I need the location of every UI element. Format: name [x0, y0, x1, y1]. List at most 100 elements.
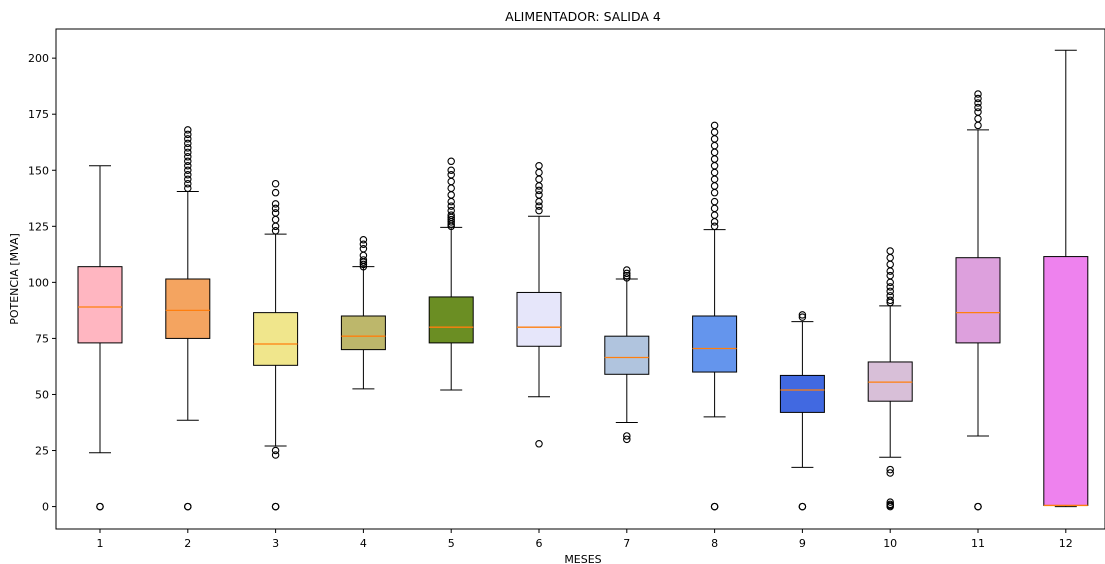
outlier-point — [710, 502, 719, 511]
outlier-point — [886, 498, 894, 506]
outlier-point — [271, 209, 280, 217]
outlier-point — [447, 202, 455, 210]
outlier-point — [623, 271, 631, 280]
outlier-point — [886, 469, 894, 477]
outlier-point — [974, 121, 982, 130]
x-tick-label: 6 — [536, 537, 543, 550]
outlier-point — [710, 211, 719, 219]
x-tick-label: 9 — [799, 537, 806, 550]
y-tick-label: 200 — [28, 52, 49, 65]
x-tick-label: 3 — [272, 537, 279, 550]
outlier-point — [710, 148, 719, 157]
outlier-point — [886, 271, 894, 280]
box-month-8 — [692, 315, 738, 373]
outlier-point — [535, 186, 543, 195]
box-month-1 — [77, 266, 123, 344]
outlier-point — [623, 435, 631, 444]
outlier-point — [184, 175, 192, 183]
outlier-point — [535, 168, 543, 177]
y-tick-label: 150 — [28, 164, 49, 177]
outlier-point — [184, 148, 192, 157]
x-tick-label: 7 — [623, 537, 630, 550]
outlier-point — [271, 502, 280, 511]
outlier-point — [359, 236, 368, 244]
y-tick-label: 100 — [28, 276, 49, 289]
outlier-point — [271, 200, 280, 208]
outlier-point — [447, 184, 455, 192]
outlier-point — [535, 182, 543, 190]
x-tick-label: 2 — [184, 537, 191, 550]
outlier-point — [447, 215, 455, 224]
outlier-point — [447, 177, 455, 186]
outlier-point — [623, 274, 631, 282]
x-tick-label: 10 — [883, 537, 897, 550]
x-tick-label: 8 — [711, 537, 718, 550]
outlier-point — [271, 446, 280, 455]
outlier-point — [623, 432, 631, 440]
outlier-point — [359, 244, 368, 253]
x-tick-label: 1 — [97, 537, 104, 550]
outlier-point — [184, 179, 192, 188]
x-axis-title: MESES — [564, 553, 601, 564]
outlier-point — [886, 292, 894, 300]
outlier-point — [710, 168, 719, 177]
outlier-point — [886, 267, 894, 275]
outlier-point — [886, 287, 894, 296]
x-tick-label: 11 — [971, 537, 985, 550]
outlier-point — [535, 202, 543, 210]
outlier-point — [271, 188, 280, 197]
y-tick-label: 75 — [35, 332, 49, 345]
outlier-point — [710, 182, 719, 190]
box-month-3 — [253, 312, 299, 366]
box-month-12 — [1043, 256, 1089, 506]
outlier-point — [447, 170, 455, 179]
outlier-point — [271, 227, 280, 235]
outlier-point — [798, 313, 807, 321]
outlier-point — [886, 296, 894, 305]
y-tick-label: 175 — [28, 108, 49, 121]
outlier-point — [271, 215, 280, 224]
outlier-point — [886, 253, 894, 262]
y-tick-label: 50 — [35, 388, 49, 401]
outlier-point — [447, 211, 455, 219]
outlier-point — [974, 90, 982, 98]
outlier-point — [798, 502, 807, 511]
outlier-point — [974, 94, 982, 103]
outlier-point — [535, 162, 543, 170]
outlier-point — [184, 135, 192, 143]
chart-title: ALIMENTADOR: SALIDA 4 — [505, 9, 661, 24]
box-month-2 — [165, 278, 211, 339]
outlier-point — [184, 144, 192, 152]
outlier-point — [535, 175, 543, 183]
outlier-point — [447, 197, 455, 206]
outlier-point — [359, 251, 368, 260]
outlier-point — [886, 283, 894, 291]
outlier-point — [710, 155, 719, 163]
outlier-point — [184, 502, 192, 511]
outlier-point — [359, 256, 368, 264]
outlier-point — [798, 311, 807, 319]
outlier-point — [886, 500, 894, 509]
outlier-point — [710, 204, 719, 213]
outlier-point — [886, 465, 894, 474]
outlier-point — [535, 197, 543, 206]
axes-frame — [55, 28, 1105, 530]
outlier-point — [447, 191, 455, 199]
outlier-point — [271, 204, 280, 213]
outlier-point — [271, 179, 280, 188]
outlier-point — [974, 108, 982, 116]
outlier-point — [447, 206, 455, 215]
outlier-point — [974, 114, 982, 123]
outlier-point — [447, 157, 455, 166]
outlier-point — [359, 240, 368, 248]
x-tick-label: 5 — [448, 537, 455, 550]
x-tick-label: 12 — [1059, 537, 1073, 550]
outlier-point — [710, 175, 719, 183]
outlier-point — [974, 99, 982, 107]
outlier-point — [184, 166, 192, 175]
outlier-point — [535, 206, 543, 215]
outlier-point — [184, 162, 192, 170]
outlier-point — [535, 440, 543, 448]
